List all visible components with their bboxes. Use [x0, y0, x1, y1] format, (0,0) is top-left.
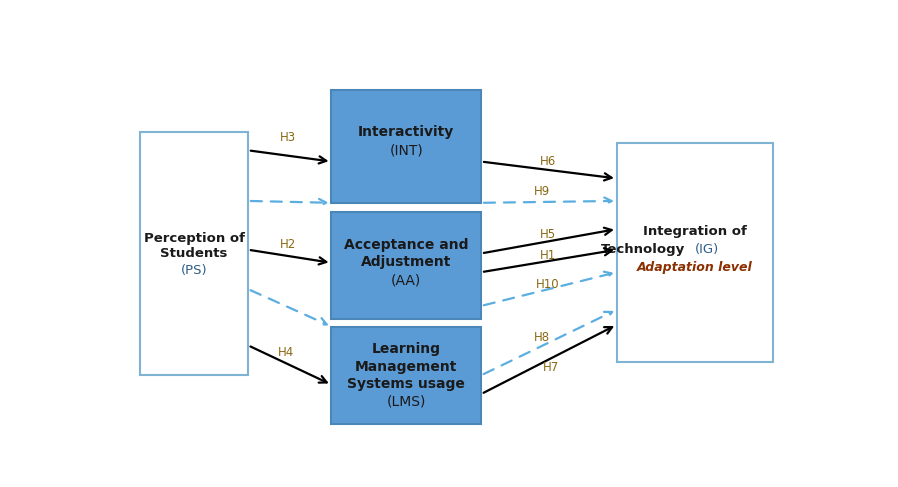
Text: (INT): (INT) — [390, 143, 423, 157]
FancyBboxPatch shape — [617, 143, 773, 362]
Text: H9: H9 — [534, 185, 550, 198]
Text: Adaptation level: Adaptation level — [638, 261, 753, 274]
FancyArrowPatch shape — [484, 327, 612, 393]
Text: Interactivity: Interactivity — [358, 125, 454, 139]
FancyArrowPatch shape — [251, 250, 326, 264]
FancyBboxPatch shape — [331, 327, 481, 424]
Text: H7: H7 — [542, 361, 559, 375]
FancyArrowPatch shape — [251, 346, 327, 383]
Text: Management: Management — [355, 360, 457, 374]
FancyArrowPatch shape — [484, 162, 612, 181]
FancyBboxPatch shape — [331, 212, 481, 319]
Text: H2: H2 — [280, 238, 296, 251]
Text: Perception of: Perception of — [144, 232, 244, 245]
FancyBboxPatch shape — [331, 90, 481, 203]
Text: H3: H3 — [280, 131, 296, 144]
Text: Technology: Technology — [601, 243, 684, 256]
Text: H10: H10 — [536, 278, 559, 291]
FancyArrowPatch shape — [484, 312, 612, 374]
Text: (PS): (PS) — [180, 264, 207, 277]
Text: (AA): (AA) — [392, 274, 421, 288]
Text: H4: H4 — [278, 346, 295, 359]
Text: H1: H1 — [540, 249, 556, 262]
Text: Adjustment: Adjustment — [361, 255, 452, 269]
Text: H6: H6 — [540, 155, 556, 168]
Text: Systems usage: Systems usage — [348, 377, 465, 391]
Text: H8: H8 — [534, 331, 550, 344]
FancyArrowPatch shape — [484, 272, 612, 305]
FancyArrowPatch shape — [251, 199, 326, 206]
FancyArrowPatch shape — [251, 150, 326, 164]
Text: (IG): (IG) — [695, 243, 719, 256]
Text: Students: Students — [161, 247, 228, 260]
Text: Learning: Learning — [372, 342, 441, 356]
FancyArrowPatch shape — [484, 198, 612, 205]
Text: H5: H5 — [540, 228, 556, 241]
FancyArrowPatch shape — [251, 290, 327, 325]
FancyBboxPatch shape — [140, 131, 248, 375]
FancyArrowPatch shape — [484, 248, 612, 272]
FancyArrowPatch shape — [484, 228, 612, 253]
Text: Acceptance and: Acceptance and — [344, 238, 469, 252]
Text: Integration of: Integration of — [643, 225, 747, 238]
Text: (LMS): (LMS) — [387, 394, 426, 409]
